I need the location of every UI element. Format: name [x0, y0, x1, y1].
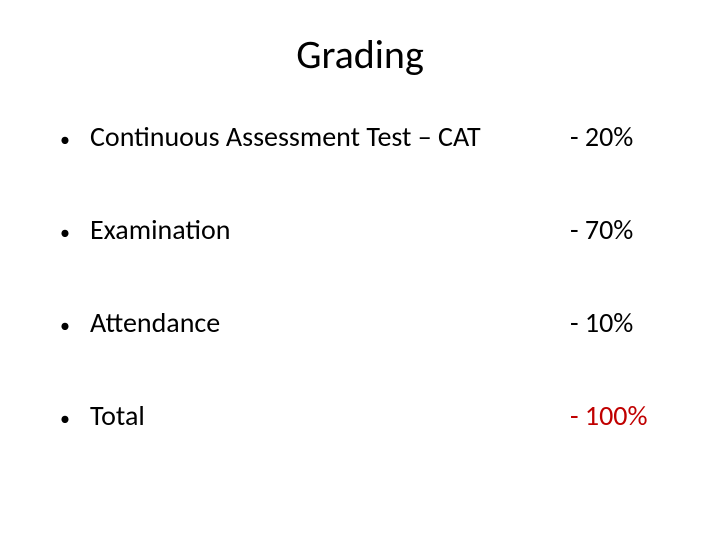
item-label: Continuous Assessment Test – CAT [90, 119, 570, 154]
bullet-icon: • [60, 219, 90, 247]
slide-container: Grading • Continuous Assessment Test – C… [0, 0, 720, 540]
item-value-total: - 100% [570, 398, 680, 433]
list-item: • Total - 100% [60, 398, 680, 433]
list-item: • Examination - 70% [60, 212, 680, 247]
bullet-icon: • [60, 312, 90, 340]
list-item: • Continuous Assessment Test – CAT - 20% [60, 119, 680, 154]
item-value: - 20% [570, 119, 680, 154]
bullet-icon: • [60, 405, 90, 433]
grading-list: • Continuous Assessment Test – CAT - 20%… [40, 119, 680, 433]
item-label: Attendance [90, 305, 570, 340]
item-value: - 10% [570, 305, 680, 340]
item-label: Total [90, 398, 570, 433]
slide-title: Grading [40, 30, 680, 79]
bullet-icon: • [60, 126, 90, 154]
item-value: - 70% [570, 212, 680, 247]
item-label: Examination [90, 212, 570, 247]
list-item: • Attendance - 10% [60, 305, 680, 340]
